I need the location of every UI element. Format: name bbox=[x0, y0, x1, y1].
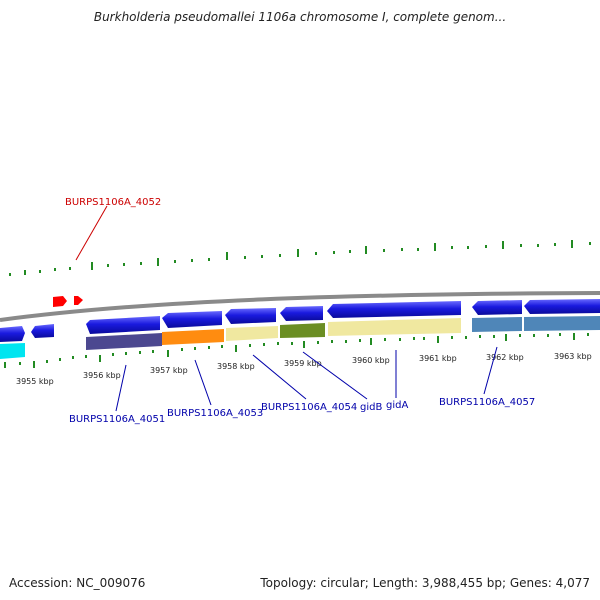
cog-block bbox=[226, 326, 278, 341]
gene-label-burps1106a-4057: BURPS1106A_4057 bbox=[439, 397, 535, 408]
rna-features bbox=[53, 296, 83, 307]
cog-block bbox=[86, 333, 162, 350]
cog-block bbox=[328, 318, 461, 336]
ruler-label: 3958 kbp bbox=[217, 362, 255, 371]
ruler-label: 3959 kbp bbox=[284, 359, 322, 368]
genome-backbone bbox=[0, 291, 600, 322]
cog-block bbox=[472, 317, 522, 332]
gene-arrow bbox=[0, 326, 25, 342]
map-title: Burkholderia pseudomallei 1106a chromoso… bbox=[93, 10, 507, 24]
upper-tick-track bbox=[9, 240, 591, 276]
gene-arrow bbox=[162, 311, 222, 328]
gene-arrow bbox=[86, 316, 160, 334]
gene-arrow bbox=[327, 301, 461, 318]
lower-tick-track bbox=[4, 333, 589, 368]
gene-label-gida: gidA bbox=[386, 400, 408, 411]
gene-arrow bbox=[472, 300, 522, 315]
gene-arrow bbox=[524, 299, 600, 314]
rna-feature-arrow bbox=[74, 296, 83, 305]
forward-strand-genes bbox=[0, 299, 600, 342]
ruler-label: 3961 kbp bbox=[419, 354, 457, 363]
ruler-label: 3960 kbp bbox=[352, 356, 390, 365]
gene-label-burps1106a-4054: BURPS1106A_4054 bbox=[261, 402, 357, 413]
cog-block bbox=[0, 343, 25, 359]
cog-block bbox=[162, 329, 224, 345]
gene-label-burps1106a-4051: BURPS1106A_4051 bbox=[69, 414, 165, 425]
accession-text: Accession: NC_009076 bbox=[9, 576, 146, 590]
gene-arrow bbox=[31, 324, 54, 338]
gene-label-burps1106a-4052: BURPS1106A_4052 bbox=[65, 197, 161, 208]
ruler-label: 3955 kbp bbox=[16, 377, 54, 386]
gene-arrow bbox=[280, 306, 323, 321]
gene-labels: BURPS1106A_4052 BURPS1106A_4051 BURPS110… bbox=[65, 197, 535, 425]
gene-label-gidb: gidB bbox=[360, 402, 382, 413]
genome-summary-text: Topology: circular; Length: 3,988,455 bp… bbox=[260, 576, 590, 590]
rna-feature-arrow bbox=[53, 296, 67, 307]
ruler-label: 3963 kbp bbox=[554, 352, 592, 361]
cog-track bbox=[0, 316, 600, 359]
cog-block bbox=[280, 323, 325, 338]
ruler-label: 3957 kbp bbox=[150, 366, 188, 375]
gene-label-burps1106a-4053: BURPS1106A_4053 bbox=[167, 408, 263, 419]
gene-arrow bbox=[225, 308, 276, 324]
ruler-label: 3962 kbp bbox=[486, 353, 524, 362]
ruler-label: 3956 kbp bbox=[83, 371, 121, 380]
cog-block bbox=[524, 316, 600, 331]
ruler-labels: 3955 kbp 3956 kbp 3957 kbp 3958 kbp 3959… bbox=[16, 352, 592, 386]
label-leader-lines bbox=[75, 205, 498, 412]
